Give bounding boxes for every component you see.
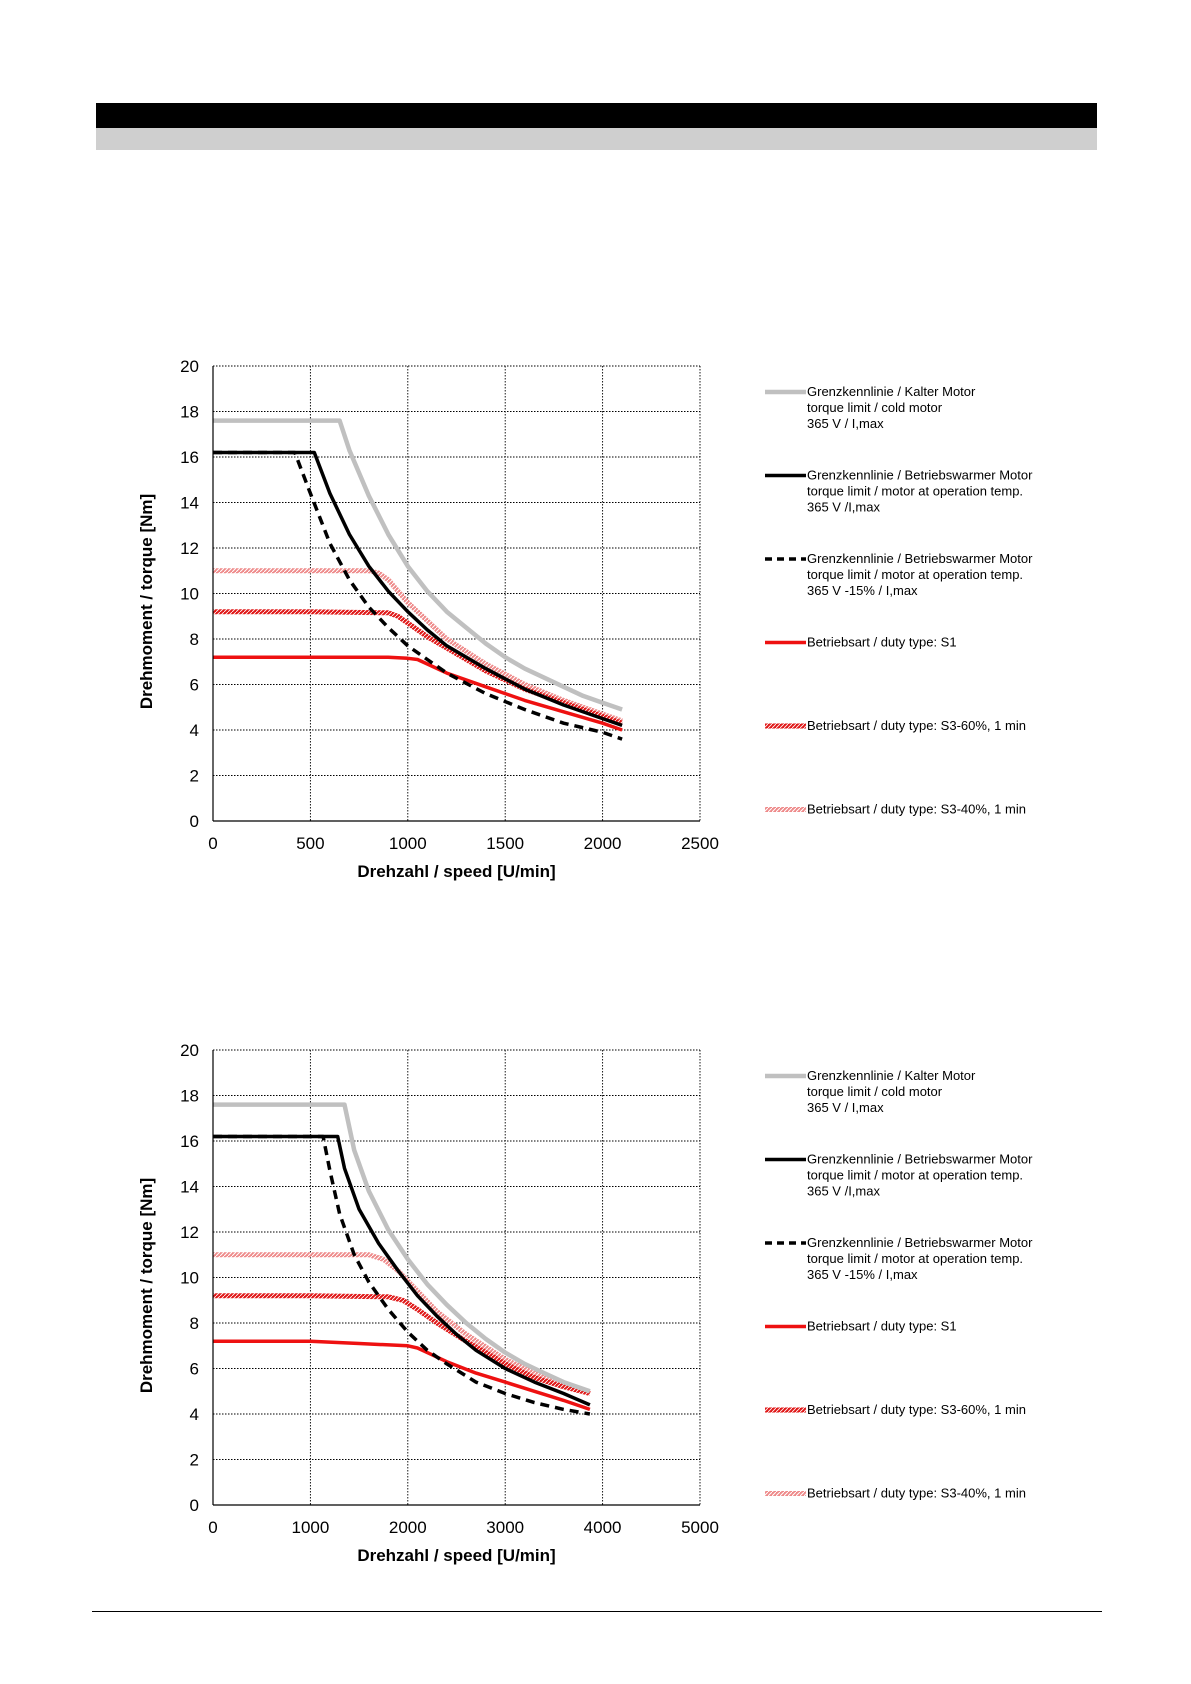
legend-label-3-line-2: torque limit / motor at operation temp. [807, 1251, 1023, 1266]
x-tick-label: 3000 [486, 1518, 524, 1537]
legend-label-5-line-1: Betriebsart / duty type: S3-60%, 1 min [807, 718, 1026, 733]
series-line-5 [213, 609, 623, 726]
x-tick-label: 0 [208, 1518, 217, 1537]
y-tick-label: 18 [180, 1087, 199, 1106]
y-tick-label: 14 [180, 1178, 199, 1197]
x-axis-title: Drehzahl / speed [U/min] [357, 862, 555, 881]
series-line-3 [213, 450, 623, 741]
series-line-1 [213, 1102, 591, 1394]
torque-speed-chart-1: 0 2 4 6 8 10 12 14 16 18 20 0 500 1000 1500 2000 2500 Dre… [137, 357, 1033, 881]
y-tick-label: 20 [180, 1041, 199, 1060]
legend-label-2-line-2: torque limit / motor at operation temp. [807, 1168, 1023, 1183]
y-tick-label: 2 [190, 1451, 199, 1470]
series-line-2 [213, 450, 623, 728]
x-tick-label: 2500 [681, 834, 719, 853]
legend-label-1-line-2: torque limit / cold motor [807, 1084, 943, 1099]
legend-label-4-line-1: Betriebsart / duty type: S1 [807, 1319, 957, 1334]
legend-label-2-line-1: Grenzkennlinie / Betriebswarmer Motor [807, 468, 1033, 483]
footer-rule [92, 1611, 1102, 1612]
y-tick-label: 10 [180, 585, 199, 604]
y-tick-label: 0 [190, 812, 199, 831]
legend-label-6-line-1: Betriebsart / duty type: S3-40%, 1 min [807, 802, 1026, 817]
series-line-6 [213, 1252, 591, 1396]
y-tick-label: 2 [190, 767, 199, 786]
series-line-1 [213, 418, 623, 712]
y-tick-label: 6 [190, 676, 199, 695]
legend-label-3-line-1: Grenzkennlinie / Betriebswarmer Motor [807, 551, 1033, 566]
y-tick-label: 12 [180, 539, 199, 558]
y-axis-title: Drehmoment / torque [Nm] [137, 1178, 156, 1393]
y-tick-label: 4 [190, 721, 199, 740]
x-tick-label: 500 [296, 834, 324, 853]
legend-label-3-line-2: torque limit / motor at operation temp. [807, 567, 1023, 582]
legend-label-1-line-1: Grenzkennlinie / Kalter Motor [807, 1068, 976, 1083]
legend-label-2-line-3: 365 V /I,max [807, 1184, 880, 1199]
legend-label-1-line-3: 365 V / I,max [807, 1100, 884, 1115]
x-tick-label: 1000 [389, 834, 427, 853]
legend-label-2-line-2: torque limit / motor at operation temp. [807, 484, 1023, 499]
y-tick-label: 10 [180, 1269, 199, 1288]
x-tick-label: 2000 [584, 834, 622, 853]
legend-label-3-line-1: Grenzkennlinie / Betriebswarmer Motor [807, 1235, 1033, 1250]
y-tick-label: 4 [190, 1405, 199, 1424]
legend-label-2-line-1: Grenzkennlinie / Betriebswarmer Motor [807, 1152, 1033, 1167]
y-tick-label: 6 [190, 1360, 199, 1379]
y-axis-title: Drehmoment / torque [Nm] [137, 494, 156, 709]
header-band [96, 103, 1097, 128]
legend-label-2-line-3: 365 V /I,max [807, 500, 880, 515]
header-subband [96, 128, 1097, 150]
y-tick-label: 20 [180, 357, 199, 376]
x-tick-label: 5000 [681, 1518, 719, 1537]
legend-label-1-line-1: Grenzkennlinie / Kalter Motor [807, 384, 976, 399]
y-tick-label: 14 [180, 494, 199, 513]
x-tick-label: 2000 [389, 1518, 427, 1537]
x-tick-label: 1000 [291, 1518, 329, 1537]
legend-label-4-line-1: Betriebsart / duty type: S1 [807, 635, 957, 650]
y-tick-label: 16 [180, 1132, 199, 1151]
y-tick-label: 0 [190, 1496, 199, 1515]
series-line-2 [213, 1134, 591, 1407]
y-tick-label: 12 [180, 1223, 199, 1242]
y-tick-label: 8 [190, 1314, 199, 1333]
y-tick-label: 18 [180, 403, 199, 422]
legend-label-5-line-1: Betriebsart / duty type: S3-60%, 1 min [807, 1402, 1026, 1417]
y-tick-label: 8 [190, 630, 199, 649]
legend-label-3-line-3: 365 V -15% / I,max [807, 1267, 918, 1282]
x-tick-label: 4000 [584, 1518, 622, 1537]
legend-label-1-line-3: 365 V / I,max [807, 416, 884, 431]
x-axis-title: Drehzahl / speed [U/min] [357, 1546, 555, 1565]
y-tick-label: 16 [180, 448, 199, 467]
x-tick-label: 1500 [486, 834, 524, 853]
legend-label-6-line-1: Betriebsart / duty type: S3-40%, 1 min [807, 1486, 1026, 1501]
series-line-5 [213, 1293, 591, 1396]
legend-label-3-line-3: 365 V -15% / I,max [807, 583, 918, 598]
legend-label-1-line-2: torque limit / cold motor [807, 400, 943, 415]
series-line-4 [213, 655, 623, 732]
torque-speed-chart-2: 0 2 4 6 8 10 12 14 16 18 20 0 1000 2000 3000 4000 5000 Dr… [137, 1041, 1033, 1565]
x-tick-label: 0 [208, 834, 217, 853]
